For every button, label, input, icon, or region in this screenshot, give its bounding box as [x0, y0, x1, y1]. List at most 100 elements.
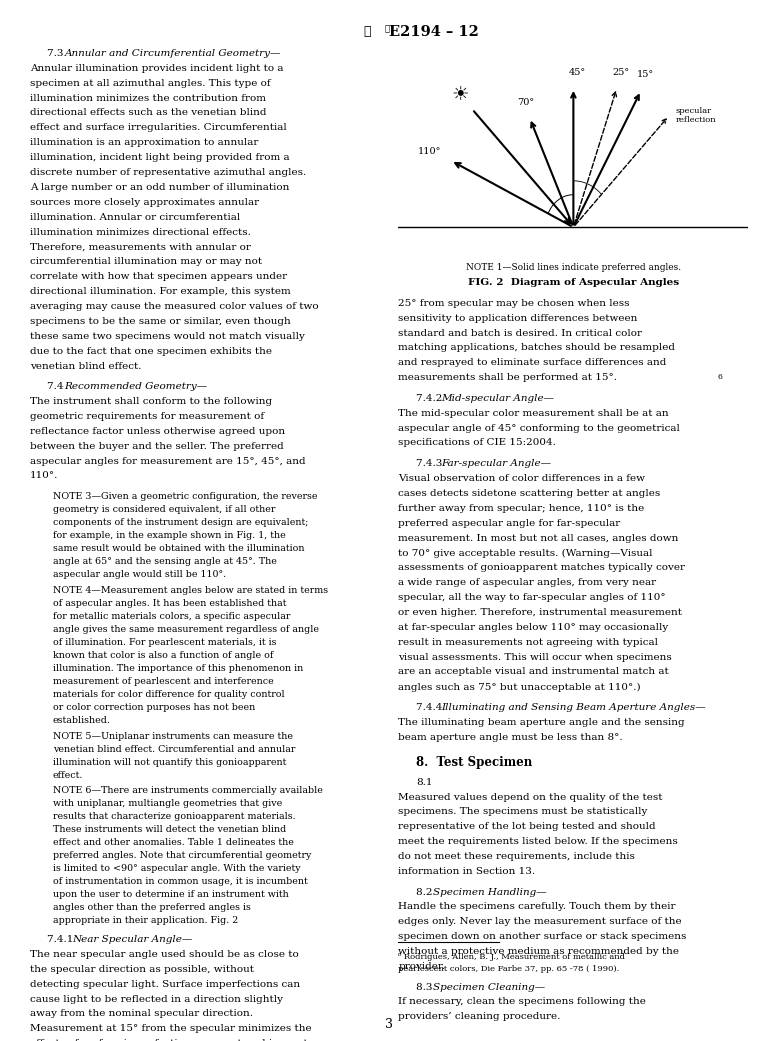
Text: illumination minimizes the contribution from: illumination minimizes the contribution … [30, 94, 265, 103]
Text: illumination will not quantify this gonioapparent: illumination will not quantify this goni… [53, 758, 286, 766]
Text: meet the requirements listed below. If the specimens: meet the requirements listed below. If t… [398, 837, 678, 846]
Text: standard and batch is desired. In critical color: standard and batch is desired. In critic… [398, 329, 643, 337]
Text: these same two specimens would not match visually: these same two specimens would not match… [30, 332, 304, 340]
Text: specular, all the way to far-specular angles of 110°: specular, all the way to far-specular an… [398, 593, 666, 602]
Text: visual assessments. This will occur when specimens: visual assessments. This will occur when… [398, 653, 672, 662]
Text: components of the instrument design are equivalent;: components of the instrument design are … [53, 518, 308, 527]
Text: E2194 – 12: E2194 – 12 [389, 25, 479, 39]
Text: geometry is considered equivalent, if all other: geometry is considered equivalent, if al… [53, 505, 275, 514]
Text: measurement. In most but not all cases, angles down: measurement. In most but not all cases, … [398, 533, 678, 542]
Text: NOTE 5—Uniplanar instruments can measure the: NOTE 5—Uniplanar instruments can measure… [53, 732, 293, 740]
Text: angle at 65° and the sensing angle at 45°. The: angle at 65° and the sensing angle at 45… [53, 557, 277, 566]
Text: established.: established. [53, 716, 110, 725]
Text: aspecular angle of 45° conforming to the geometrical: aspecular angle of 45° conforming to the… [398, 424, 680, 433]
Text: specular
reflection: specular reflection [675, 107, 716, 124]
Text: ☀: ☀ [451, 85, 469, 104]
Text: aspecular angles for measurement are 15°, 45°, and: aspecular angles for measurement are 15°… [30, 457, 305, 465]
Text: 7.4.1: 7.4.1 [47, 935, 77, 944]
Text: preferred aspecular angle for far-specular: preferred aspecular angle for far-specul… [398, 518, 621, 528]
Text: of illumination. For pearlescent materials, it is: of illumination. For pearlescent materia… [53, 638, 276, 646]
Text: 7.4: 7.4 [47, 382, 67, 391]
Text: illumination, incident light being provided from a: illumination, incident light being provi… [30, 153, 289, 162]
Text: to 70° give acceptable results. (Warning—Visual: to 70° give acceptable results. (Warning… [398, 549, 653, 558]
Text: results that characterize gonioapparent materials.: results that characterize gonioapparent … [53, 812, 296, 821]
Text: Near Specular Angle—: Near Specular Angle— [72, 935, 193, 944]
Text: for metallic materials colors, a specific aspecular: for metallic materials colors, a specifi… [53, 612, 290, 620]
Text: angles other than the preferred angles is: angles other than the preferred angles i… [53, 904, 251, 912]
Text: matching applications, batches should be resampled: matching applications, batches should be… [398, 344, 675, 353]
Text: Measurement at 15° from the specular minimizes the: Measurement at 15° from the specular min… [30, 1024, 311, 1034]
Text: 8.1: 8.1 [416, 778, 433, 787]
Text: 8.  Test Specimen: 8. Test Specimen [416, 757, 532, 769]
Text: correlate with how that specimen appears under: correlate with how that specimen appears… [30, 272, 286, 281]
Text: The mid-specular color measurement shall be at an: The mid-specular color measurement shall… [398, 409, 669, 417]
Text: is limited to <90° aspecular angle. With the variety: is limited to <90° aspecular angle. With… [53, 864, 300, 873]
Text: aspecular angle would still be 110°.: aspecular angle would still be 110°. [53, 570, 226, 579]
Text: 110°: 110° [418, 147, 441, 156]
Text: Recommended Geometry—: Recommended Geometry— [65, 382, 208, 391]
Text: illumination. The importance of this phenomenon in: illumination. The importance of this phe… [53, 664, 303, 672]
Text: further away from specular; hence, 110° is the: further away from specular; hence, 110° … [398, 504, 645, 513]
Text: illumination minimizes directional effects.: illumination minimizes directional effec… [30, 228, 251, 236]
Text: 8.3: 8.3 [416, 983, 436, 992]
Text: Measured values depend on the quality of the test: Measured values depend on the quality of… [398, 792, 663, 802]
Text: reflectance factor unless otherwise agreed upon: reflectance factor unless otherwise agre… [30, 427, 285, 436]
Text: known that color is also a function of angle of: known that color is also a function of a… [53, 651, 273, 660]
Text: ⯀: ⯀ [384, 24, 389, 33]
Text: venetian blind effect.: venetian blind effect. [30, 361, 141, 371]
Text: specimens. The specimens must be statistically: specimens. The specimens must be statist… [398, 808, 648, 816]
Text: NOTE 1—Solid lines indicate preferred angles.: NOTE 1—Solid lines indicate preferred an… [466, 263, 681, 273]
Text: do not meet these requirements, include this: do not meet these requirements, include … [398, 852, 635, 861]
Text: 7.4.2: 7.4.2 [416, 393, 446, 403]
Text: appropriate in their application. Fig. 2: appropriate in their application. Fig. 2 [53, 916, 238, 925]
Text: The near specular angle used should be as close to: The near specular angle used should be a… [30, 949, 298, 959]
Text: directional illumination. For example, this system: directional illumination. For example, t… [30, 287, 290, 296]
Text: the specular direction as possible, without: the specular direction as possible, with… [30, 965, 254, 973]
Text: effect and other anomalies. Table 1 delineates the: effect and other anomalies. Table 1 deli… [53, 838, 294, 847]
Text: A large number or an odd number of illumination: A large number or an odd number of illum… [30, 183, 289, 192]
Text: Annular illumination provides incident light to a: Annular illumination provides incident l… [30, 64, 283, 73]
Text: 7.3: 7.3 [47, 49, 67, 58]
Text: Specimen Cleaning—: Specimen Cleaning— [433, 983, 545, 992]
Text: same result would be obtained with the illumination: same result would be obtained with the i… [53, 544, 304, 553]
Text: Mid-specular Angle—: Mid-specular Angle— [441, 393, 554, 403]
Text: or color correction purposes has not been: or color correction purposes has not bee… [53, 703, 255, 712]
Text: with uniplanar, multiangle geometries that give: with uniplanar, multiangle geometries th… [53, 799, 282, 808]
Text: preferred angles. Note that circumferential geometry: preferred angles. Note that circumferent… [53, 852, 311, 860]
Text: FIG. 2  Diagram of Aspecular Angles: FIG. 2 Diagram of Aspecular Angles [468, 278, 679, 287]
Text: of aspecular angles. It has been established that: of aspecular angles. It has been establi… [53, 599, 286, 608]
Text: a wide range of aspecular angles, from very near: a wide range of aspecular angles, from v… [398, 578, 657, 587]
Text: If necessary, clean the specimens following the: If necessary, clean the specimens follow… [398, 997, 647, 1007]
Text: at far-specular angles below 110° may occasionally: at far-specular angles below 110° may oc… [398, 623, 668, 632]
Text: NOTE 6—There are instruments commercially available: NOTE 6—There are instruments commerciall… [53, 786, 323, 795]
Text: 7.4.3: 7.4.3 [416, 459, 446, 468]
Text: materials for color difference for quality control: materials for color difference for quali… [53, 690, 285, 699]
Text: NOTE 3—Given a geometric configuration, the reverse: NOTE 3—Given a geometric configuration, … [53, 492, 317, 501]
Text: Far-specular Angle—: Far-specular Angle— [441, 459, 551, 468]
Text: information in Section 13.: information in Section 13. [398, 867, 535, 875]
Text: angle gives the same measurement regardless of angle: angle gives the same measurement regardl… [53, 625, 319, 634]
Text: geometric requirements for measurement of: geometric requirements for measurement o… [30, 412, 264, 421]
Text: 70°: 70° [517, 98, 534, 107]
Text: specimens to be the same or similar, even though: specimens to be the same or similar, eve… [30, 316, 290, 326]
Text: 3: 3 [385, 1018, 393, 1031]
Text: Specimen Handling—: Specimen Handling— [433, 888, 547, 896]
Text: Visual observation of color differences in a few: Visual observation of color differences … [398, 474, 645, 483]
Text: 6: 6 [717, 374, 722, 381]
Text: result in measurements not agreeing with typical: result in measurements not agreeing with… [398, 638, 658, 646]
Text: beam aperture angle must be less than 8°.: beam aperture angle must be less than 8°… [398, 733, 623, 742]
Text: These instruments will detect the venetian blind: These instruments will detect the veneti… [53, 826, 286, 834]
Text: 25°: 25° [612, 68, 629, 77]
Text: Therefore, measurements with annular or: Therefore, measurements with annular or [30, 243, 251, 252]
Text: 8.2: 8.2 [416, 888, 436, 896]
Text: ⁶ Rodrigues, Allen, B. J., Measurement of metallic and: ⁶ Rodrigues, Allen, B. J., Measurement o… [398, 953, 626, 961]
Text: providers’ cleaning procedure.: providers’ cleaning procedure. [398, 1012, 561, 1021]
Text: angles such as 75° but unacceptable at 110°.): angles such as 75° but unacceptable at 1… [398, 682, 641, 691]
Text: Illuminating and Sensing Beam Aperture Angles—: Illuminating and Sensing Beam Aperture A… [441, 703, 706, 712]
Text: 110°.: 110°. [30, 472, 58, 481]
Text: measurement of pearlescent and interference: measurement of pearlescent and interfere… [53, 677, 274, 686]
Text: effect.: effect. [53, 770, 83, 780]
Text: 15°: 15° [636, 71, 654, 79]
Text: 25° from specular may be chosen when less: 25° from specular may be chosen when les… [398, 299, 630, 308]
Text: of instrumentation in common usage, it is incumbent: of instrumentation in common usage, it i… [53, 878, 307, 886]
